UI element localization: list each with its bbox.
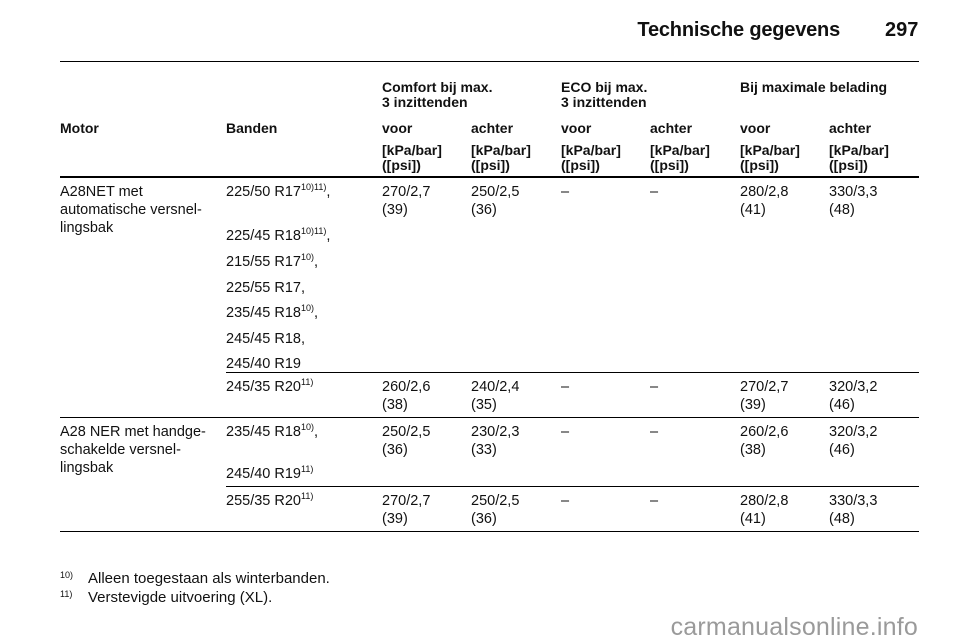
column-header-achter-comfort: achter xyxy=(471,120,514,136)
pressure-value: – xyxy=(561,379,570,395)
pressure-value: 240/2,4 (35) xyxy=(471,379,520,413)
group-header-max: Bij maximale belading xyxy=(740,79,888,95)
footnote-number: 10) xyxy=(60,570,74,580)
column-header-voor-comfort: voor xyxy=(382,120,413,136)
column-header-achter-max: achter xyxy=(829,120,872,136)
tire-suffix: , xyxy=(314,254,319,270)
footnote-text: Alleen toegestaan als winterbanden. xyxy=(88,570,330,587)
tire-size: 245/40 R19 xyxy=(226,355,301,373)
column-header-banden: Banden xyxy=(226,120,278,136)
pressure-value: 260/2,6 (38) xyxy=(382,379,431,413)
pressure-value: 250/2,5 (36) xyxy=(471,184,520,218)
pressure-value: 260/2,6 (38) xyxy=(740,424,789,458)
footnote-ref: 10)11) xyxy=(300,182,327,192)
column-header-motor: Motor xyxy=(60,120,99,136)
tire-size: 215/55 R1710), xyxy=(226,253,318,271)
footnote-ref: 11) xyxy=(300,464,314,474)
pressure-value: – xyxy=(650,184,659,200)
unit-label: [kPa/bar] ([psi]) xyxy=(740,142,800,173)
footnote-ref: 10) xyxy=(300,303,314,313)
tire-size: 245/40 R1911) xyxy=(226,465,313,483)
unit-label: [kPa/bar] ([psi]) xyxy=(382,142,442,173)
pressure-value: 320/3,2 (46) xyxy=(829,424,878,458)
unit-label: [kPa/bar] ([psi]) xyxy=(650,142,710,173)
tire-size: 225/50 R1710)11), xyxy=(226,183,330,201)
header-rule xyxy=(60,61,919,62)
pressure-value: 250/2,5 (36) xyxy=(471,493,520,527)
unit-label: [kPa/bar] ([psi]) xyxy=(471,142,531,173)
tire-size-text: 225/55 R17 xyxy=(226,280,301,296)
footnote-ref: 11) xyxy=(300,491,314,501)
column-header-voor-max: voor xyxy=(740,120,771,136)
tire-size-text: 235/45 R18 xyxy=(226,305,301,321)
pressure-value: – xyxy=(650,379,659,395)
tire-size: 225/45 R1810)11), xyxy=(226,227,330,245)
pressure-value: 270/2,7 (39) xyxy=(382,184,431,218)
tire-suffix: , xyxy=(326,184,331,200)
motor-cell: A28NET met automatische versnel- lingsba… xyxy=(60,184,202,236)
tire-suffix: , xyxy=(300,331,306,347)
motor-cell: A28 NER met handge- schakelde versnel- l… xyxy=(60,424,206,476)
footnote-text: Verstevigde uitvoering (XL). xyxy=(88,589,273,606)
group-header-eco: ECO bij max. 3 inzittenden xyxy=(561,79,648,110)
pressure-value: 280/2,8 (41) xyxy=(740,493,789,527)
tire-suffix: , xyxy=(300,280,306,296)
tire-suffix: , xyxy=(314,305,319,321)
watermark: carmanualsonline.info xyxy=(670,613,918,641)
row-divider xyxy=(226,486,919,487)
tire-size-text: 245/35 R20 xyxy=(226,379,301,395)
column-header-voor-eco: voor xyxy=(561,120,592,136)
pressure-value: 330/3,3 (48) xyxy=(829,493,878,527)
tire-size: 245/35 R2011) xyxy=(226,378,313,396)
tire-size-text: 235/45 R18 xyxy=(226,424,301,440)
tire-size-text: 245/40 R19 xyxy=(226,356,301,372)
unit-label: [kPa/bar] ([psi]) xyxy=(561,142,621,173)
footnote-ref: 11) xyxy=(300,377,314,387)
footnote-ref: 10) xyxy=(300,422,314,432)
pressure-value: 330/3,3 (48) xyxy=(829,184,878,218)
table-bottom-rule xyxy=(60,531,919,532)
pressure-value: – xyxy=(561,184,570,200)
pressure-value: – xyxy=(561,424,570,440)
pressure-value: 230/2,3 (33) xyxy=(471,424,520,458)
pressure-value: 270/2,7 (39) xyxy=(740,379,789,413)
tire-suffix: , xyxy=(314,424,319,440)
tire-size-text: 225/50 R17 xyxy=(226,184,301,200)
pressure-value: 320/3,2 (46) xyxy=(829,379,878,413)
tire-size-text: 245/45 R18 xyxy=(226,331,301,347)
tire-size: 245/45 R18, xyxy=(226,330,305,348)
table-header-rule xyxy=(60,176,919,178)
pressure-value: 270/2,7 (39) xyxy=(382,493,431,527)
page-title: Technische gegevens xyxy=(637,19,840,41)
pressure-value: – xyxy=(650,424,659,440)
pressure-value: 250/2,5 (36) xyxy=(382,424,431,458)
tire-size-text: 215/55 R17 xyxy=(226,254,301,270)
tire-size: 235/45 R1810), xyxy=(226,304,318,322)
footnote: 10) Alleen toegestaan als winterbanden. xyxy=(60,570,330,587)
page-number: 297 xyxy=(885,19,919,41)
group-header-comfort: Comfort bij max. 3 inzittenden xyxy=(382,79,493,110)
pressure-value: – xyxy=(650,493,659,509)
tire-size: 255/35 R2011) xyxy=(226,492,313,510)
tire-size: 225/55 R17, xyxy=(226,279,305,297)
pressure-value: 280/2,8 (41) xyxy=(740,184,789,218)
unit-label: [kPa/bar] ([psi]) xyxy=(829,142,889,173)
footnote: 11) Verstevigde uitvoering (XL). xyxy=(60,589,272,606)
row-divider xyxy=(226,372,919,373)
footnote-number: 11) xyxy=(60,589,73,599)
tire-suffix: , xyxy=(326,228,331,244)
column-header-achter-eco: achter xyxy=(650,120,693,136)
tire-size: 235/45 R1810), xyxy=(226,423,318,441)
pressure-value: – xyxy=(561,493,570,509)
footnote-ref: 10) xyxy=(300,252,314,262)
tire-size-text: 255/35 R20 xyxy=(226,493,301,509)
footnote-ref: 10)11) xyxy=(300,226,327,236)
row-divider xyxy=(60,417,919,418)
tire-size-text: 225/45 R18 xyxy=(226,228,301,244)
tire-size-text: 245/40 R19 xyxy=(226,466,301,482)
